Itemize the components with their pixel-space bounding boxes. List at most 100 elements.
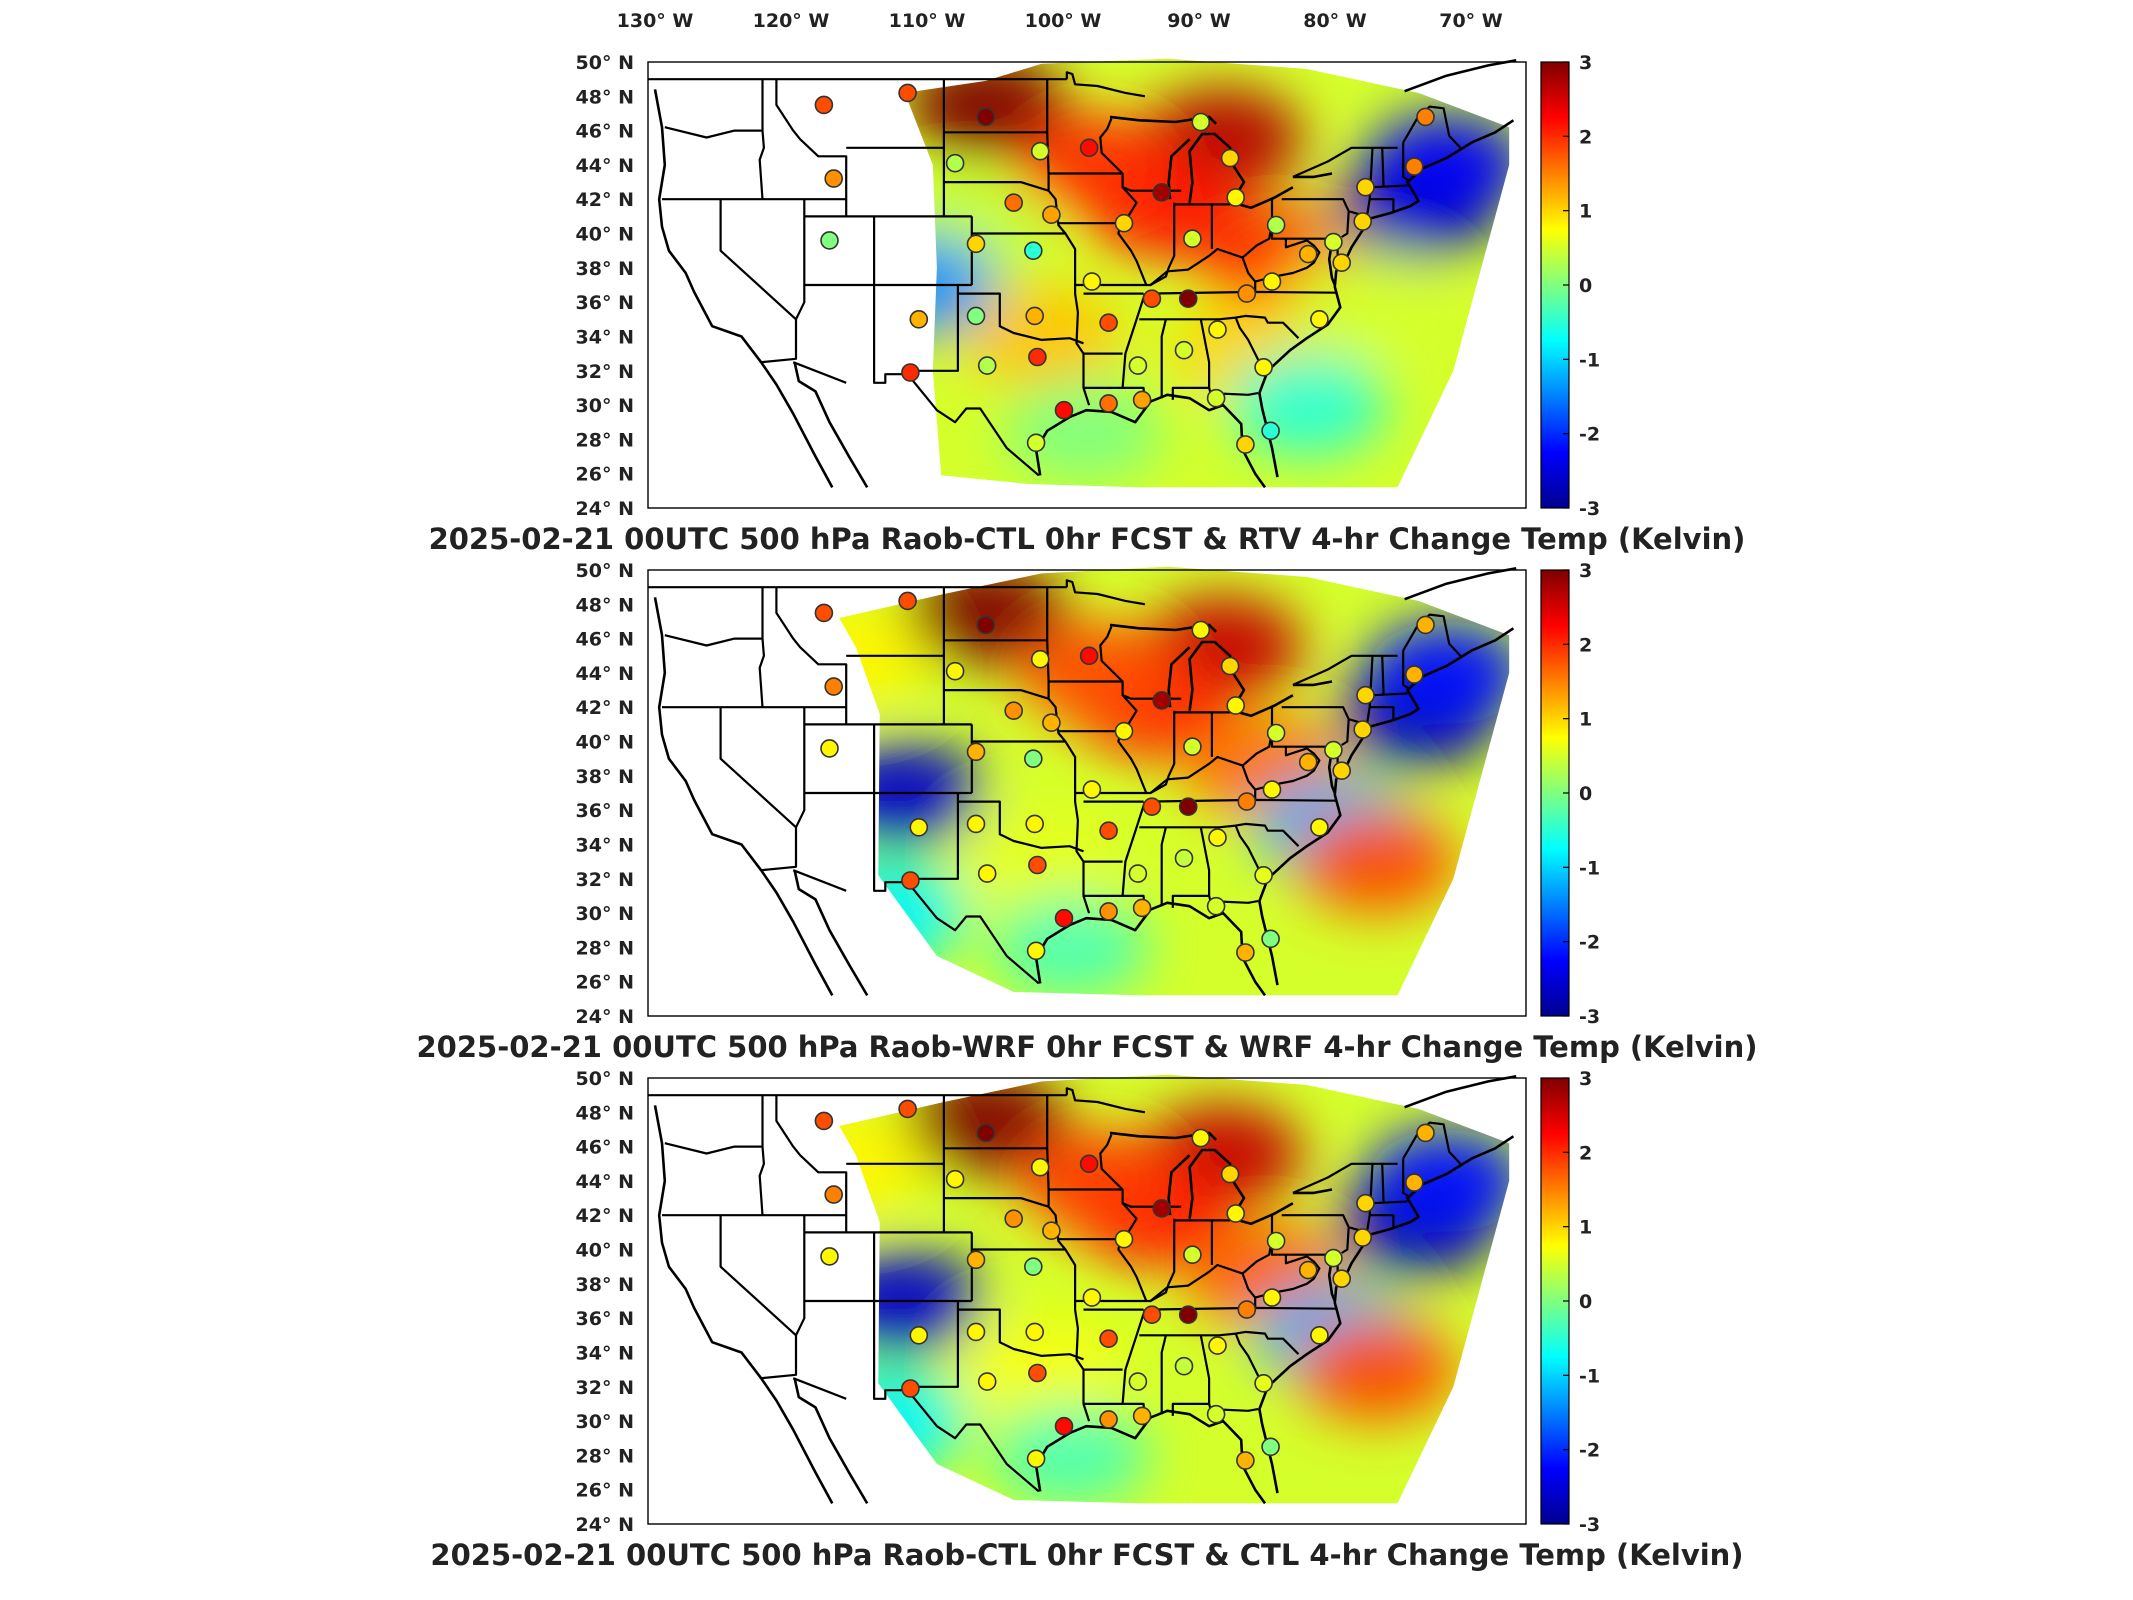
raob-station-marker	[1332, 253, 1351, 273]
raob-observations	[814, 1099, 1435, 1470]
raob-station-marker	[1079, 1154, 1099, 1174]
colorbar-tick-label: 3	[1579, 52, 1592, 74]
raob-station-marker	[1183, 229, 1202, 248]
raob-station-marker	[1183, 737, 1202, 757]
raob-station-marker	[1004, 1209, 1024, 1228]
state-boundary	[664, 1095, 764, 1155]
coastline	[1188, 132, 1246, 203]
raob-station-marker	[1236, 1451, 1255, 1470]
latitude-label: 36° N	[576, 800, 634, 822]
field-anomaly	[1017, 1128, 1178, 1233]
state-boundary	[792, 361, 847, 384]
raob-station-marker	[1079, 138, 1099, 158]
raob-station-marker	[1220, 148, 1240, 168]
raob-station-marker	[898, 1099, 917, 1119]
raob-station-marker	[1416, 615, 1435, 635]
state-boundary	[957, 292, 1084, 345]
latitude-label: 24° N	[576, 1006, 634, 1028]
raob-station-marker	[1025, 814, 1044, 834]
state-boundary	[1402, 613, 1462, 657]
raob-station-marker	[820, 1247, 839, 1266]
state-boundary	[907, 1301, 960, 1388]
raob-station-marker	[1262, 780, 1282, 799]
raob-station-marker	[1128, 864, 1148, 883]
raob-station-marker	[1324, 1248, 1343, 1268]
raob-station-marker	[1028, 347, 1047, 367]
raob-station-marker	[1220, 656, 1240, 676]
longitude-label: 80° W	[1303, 10, 1367, 32]
raob-station-marker	[1132, 390, 1152, 410]
raob-station-marker	[1206, 896, 1226, 916]
raob-station-marker	[1356, 1193, 1375, 1213]
longitude-label: 90° W	[1167, 10, 1231, 32]
state-boundary	[719, 1215, 798, 1380]
coastline	[653, 1105, 834, 1505]
raob-station-marker	[1026, 1449, 1046, 1469]
state-boundary	[1369, 1214, 1395, 1228]
state-boundary	[758, 130, 766, 200]
coastline	[793, 869, 869, 997]
raob-station-marker	[1208, 828, 1227, 847]
state-boundary	[792, 1377, 847, 1400]
latitude-label: 50° N	[576, 52, 634, 74]
field-anomaly	[1017, 112, 1178, 217]
raob-station-marker	[1079, 646, 1099, 666]
colorbar-tick-label: 0	[1579, 783, 1592, 805]
map-panel-wrf: 50° N 48° N 46° N 44° N 42° N 40° N 38° N 36° N…	[416, 560, 1757, 1064]
raob-station-marker	[1042, 713, 1061, 733]
map-frame	[647, 61, 1527, 509]
raob-station-marker	[1405, 665, 1424, 684]
raob-station-marker	[966, 1322, 986, 1342]
field-anomaly	[989, 895, 1150, 996]
raob-station-marker	[1025, 306, 1044, 326]
colorbar-tick-label: 1	[1579, 1217, 1592, 1239]
colorbar-tick-label: 2	[1579, 1142, 1592, 1164]
latitude-label: 42° N	[576, 697, 634, 719]
state-boundary	[943, 1196, 1049, 1208]
raob-station-marker	[1416, 1123, 1435, 1143]
raob-station-marker	[1191, 112, 1211, 132]
raob-station-marker	[901, 871, 920, 890]
state-boundary	[795, 793, 806, 828]
latitude-label: 44° N	[576, 155, 634, 177]
coastline	[653, 597, 834, 997]
state-boundary	[906, 373, 1040, 477]
raob-station-marker	[977, 1372, 997, 1391]
state-boundary	[1292, 654, 1398, 686]
raob-station-marker	[1208, 1336, 1227, 1355]
colorbar-tick-label: -2	[1579, 424, 1600, 446]
latitude-label: 46° N	[576, 121, 634, 143]
coastline	[1109, 623, 1218, 633]
raob-station-marker	[1028, 1363, 1047, 1383]
field-anomaly	[839, 861, 969, 966]
latitude-label: 28° N	[576, 937, 634, 959]
state-boundary	[1381, 147, 1385, 188]
raob-station-marker	[1004, 701, 1024, 721]
state-boundary	[872, 216, 909, 384]
raob-station-marker	[1356, 177, 1375, 197]
state-boundary	[1402, 142, 1410, 182]
colorbar-tick-label: 0	[1579, 275, 1592, 297]
raob-station-marker	[1261, 1437, 1280, 1457]
state-boundary	[1121, 293, 1146, 402]
latitude-label: 46° N	[576, 629, 634, 651]
state-boundary	[1208, 895, 1259, 904]
coastline	[1109, 1131, 1218, 1141]
raob-station-marker	[1261, 929, 1280, 949]
raob-station-marker	[1220, 1164, 1240, 1184]
state-boundary	[1341, 1227, 1350, 1254]
field-layer	[839, 566, 1510, 996]
raob-station-marker	[1266, 1231, 1286, 1251]
colorbar: 3 2 1 0 -1 -2 -3	[1540, 560, 1600, 1028]
colorbar-tick-label: -3	[1579, 1514, 1600, 1536]
state-boundary	[1149, 247, 1257, 286]
state-boundary	[872, 724, 909, 892]
state-boundary	[1369, 198, 1395, 212]
state-boundary	[664, 79, 764, 139]
latitude-label: 28° N	[576, 429, 634, 451]
latitude-label: 48° N	[576, 1102, 634, 1124]
raob-station-marker	[824, 169, 844, 188]
raob-station-marker	[1191, 620, 1211, 640]
raob-station-marker	[1132, 1406, 1152, 1426]
colorbar-tick-label: -1	[1579, 349, 1600, 371]
